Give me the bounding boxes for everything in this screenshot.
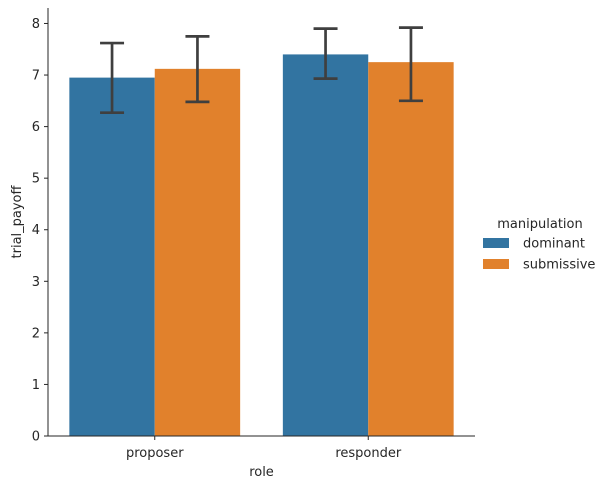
legend-swatch-submissive	[483, 259, 509, 269]
y-tick-label-3: 3	[32, 275, 40, 290]
bar-dominant-responder	[282, 54, 369, 436]
x-tick-label-responder: responder	[335, 446, 402, 461]
y-tick-label-4: 4	[32, 223, 40, 238]
bar-dominant-proposer	[69, 77, 155, 437]
bar-submissive-proposer	[154, 68, 241, 436]
legend-swatch-dominant	[483, 238, 509, 248]
legend-label-dominant: dominant	[523, 237, 585, 252]
y-tick-label-8: 8	[32, 17, 40, 32]
legend-title: manipulation	[497, 217, 582, 232]
y-tick-label-2: 2	[32, 326, 40, 341]
y-tick-label-6: 6	[32, 120, 40, 135]
y-tick-label-0: 0	[32, 430, 40, 445]
bar-submissive-responder	[368, 62, 454, 436]
y-tick-label-1: 1	[32, 378, 40, 393]
x-axis-label: role	[249, 465, 274, 480]
y-axis-label: trial_payoff	[10, 184, 25, 258]
x-tick-label-proposer: proposer	[126, 446, 184, 461]
y-tick-label-7: 7	[32, 69, 40, 84]
legend-label-submissive: submissive	[523, 258, 595, 273]
y-tick-label-5: 5	[32, 172, 40, 187]
